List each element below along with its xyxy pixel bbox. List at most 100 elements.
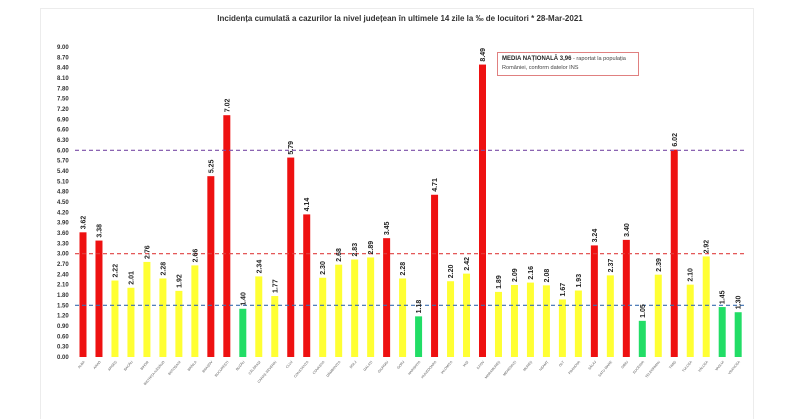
y-tick-label: 6.90	[57, 117, 69, 123]
category-label: IALOMIȚA	[440, 360, 454, 375]
y-tick-label: 0.60	[57, 334, 69, 340]
y-tick-label: 4.80	[57, 190, 69, 196]
value-label: 5.25	[208, 159, 215, 173]
y-tick-label: 3.30	[57, 241, 69, 247]
value-label: 2.16	[528, 266, 535, 280]
bar-mehedinți	[510, 285, 518, 357]
value-label: 1.05	[640, 304, 647, 318]
value-label: 2.83	[352, 243, 359, 257]
y-tick-label: 2.70	[57, 262, 69, 268]
y-tick-label: 6.60	[57, 128, 69, 134]
bar-ilfov	[479, 64, 486, 358]
national-average-note: - raportat la populația României, confor…	[502, 56, 626, 71]
bar-argeș	[111, 280, 119, 357]
y-tick-label: 8.40	[57, 66, 69, 72]
y-tick-label: 4.50	[57, 200, 69, 206]
bar-suceava	[638, 320, 646, 357]
value-label: 4.71	[432, 178, 439, 192]
y-tick-label: 5.70	[57, 159, 69, 165]
category-label: VÂLCEA	[697, 360, 709, 373]
category-label: BUCUREȘTI	[214, 360, 230, 378]
bar-brăila	[191, 265, 199, 357]
bar-covasna	[319, 277, 327, 357]
value-label: 1.93	[576, 274, 583, 288]
value-label: 5.79	[288, 141, 295, 155]
value-label: 8.49	[480, 48, 487, 62]
category-label: GALAȚI	[363, 360, 374, 372]
y-tick-label: 1.20	[57, 314, 69, 320]
bar-caraș-severin	[271, 296, 279, 357]
category-label: HARGHITA	[407, 360, 422, 376]
value-label: 1.45	[720, 290, 727, 304]
category-label: SATU MARE	[597, 360, 613, 378]
y-tick-label: 7.50	[57, 97, 69, 103]
bar-tulcea	[686, 284, 694, 357]
bar-hunedoara	[431, 194, 439, 357]
bar-teleorman	[654, 274, 662, 357]
value-label: 2.39	[656, 258, 663, 272]
value-label: 2.92	[704, 240, 711, 254]
bar-brașov	[207, 176, 215, 357]
value-label: 1.18	[416, 300, 423, 314]
category-label: TIMIȘ	[668, 360, 677, 370]
y-tick-label: 0.90	[57, 324, 69, 330]
value-label: 2.10	[688, 268, 695, 282]
bar-bucurești	[223, 115, 231, 357]
y-tick-label: 1.80	[57, 293, 69, 299]
bar-vrancea	[734, 312, 742, 357]
category-label: COVASNA	[312, 360, 326, 376]
y-tick-label: 5.40	[57, 169, 69, 175]
category-label: CĂLĂRAȘI	[248, 360, 262, 375]
y-tick-label: 0.00	[57, 355, 69, 361]
value-label: 4.14	[304, 198, 311, 212]
category-label: BRAȘOV	[201, 360, 214, 374]
category-label: TULCEA	[681, 360, 693, 373]
chart-title: Incidența cumulată a cazurilor la nivel …	[217, 14, 583, 23]
bar-olt	[558, 299, 566, 357]
value-label: 2.08	[544, 269, 551, 283]
value-label: 3.62	[81, 216, 88, 230]
value-label: 3.24	[592, 229, 599, 243]
value-label: 1.89	[496, 275, 503, 289]
value-label: 2.34	[256, 260, 263, 274]
bar-botoșani	[175, 290, 183, 357]
category-label: TELEORMAN	[644, 360, 661, 379]
category-label: PRAHOVA	[568, 360, 582, 376]
value-label: 1.92	[176, 274, 183, 288]
value-label: 2.89	[368, 241, 375, 255]
value-label: 2.42	[464, 257, 471, 271]
category-label: BACĂU	[123, 360, 134, 372]
national-average-annotation: MEDIA NAȚIONALĂ 3,96 - raportat la popul…	[497, 52, 639, 76]
value-label: 2.22	[112, 264, 119, 278]
bar-vaslui	[718, 307, 726, 357]
bar-ialomița	[447, 281, 455, 357]
value-labels: 3.62 3.38 2.22 2.01 2.76 2.28 1.92 2.66 5.25 7.02…	[81, 48, 743, 318]
y-tick-label: 9.00	[57, 45, 69, 51]
category-label: SIBIU	[620, 360, 629, 370]
bar-timiș	[670, 149, 678, 357]
category-label: IAȘI	[462, 360, 469, 368]
value-label: 1.77	[272, 279, 279, 293]
value-label: 7.02	[224, 98, 231, 112]
category-label: ALBA	[77, 360, 86, 370]
y-tick-label: 8.10	[57, 76, 69, 82]
category-label: DÂMBOVIȚA	[326, 360, 342, 378]
bar-alba	[79, 232, 87, 357]
value-label: 2.66	[192, 249, 199, 263]
value-label: 1.67	[560, 283, 567, 297]
category-label: CONSTANȚA	[293, 360, 310, 379]
national-average-label: MEDIA NAȚIONALĂ 3,96	[502, 56, 572, 62]
category-label: BRĂILA	[187, 360, 198, 372]
bar-prahova	[574, 290, 582, 357]
bar-harghita	[415, 316, 423, 357]
value-label: 3.45	[384, 221, 391, 235]
y-tick-label: 8.70	[57, 55, 69, 61]
category-label: MARAMUREȘ	[484, 360, 502, 380]
category-label: DOLJ	[349, 360, 358, 369]
bar-maramureș	[494, 291, 502, 357]
value-label: 2.76	[144, 245, 151, 259]
y-tick-label: 3.90	[57, 221, 69, 227]
category-label: BUZĂU	[235, 360, 246, 372]
